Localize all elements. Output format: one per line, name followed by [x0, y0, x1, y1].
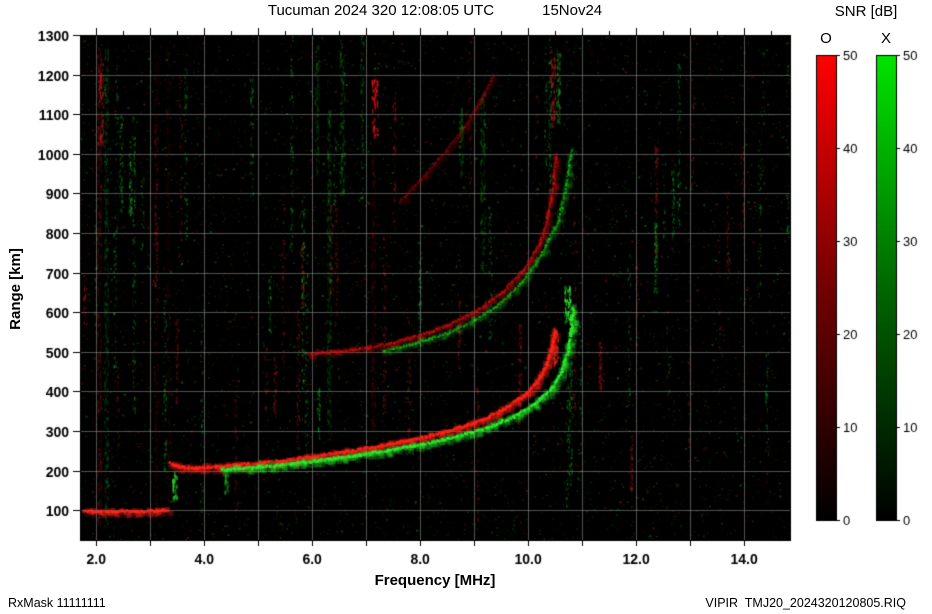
date-label: 15Nov24 — [542, 2, 603, 19]
title-row: Tucuman 2024 320 12:08:05 UTC 15Nov24 — [80, 2, 790, 19]
y-axis-label: Range [km] — [7, 248, 24, 330]
x-mode-label: X — [880, 30, 891, 47]
page-title: Tucuman 2024 320 12:08:05 UTC — [267, 2, 495, 19]
o-mode-label: O — [820, 30, 832, 47]
rxmask-label: RxMask 11111111 — [8, 596, 106, 610]
filename-label: VIPIR TMJ20_2024320120805.RIQ — [705, 596, 906, 610]
x-axis-label: Frequency [MHz] — [374, 572, 496, 589]
colorbar-title: SNR [dB] — [834, 3, 898, 20]
